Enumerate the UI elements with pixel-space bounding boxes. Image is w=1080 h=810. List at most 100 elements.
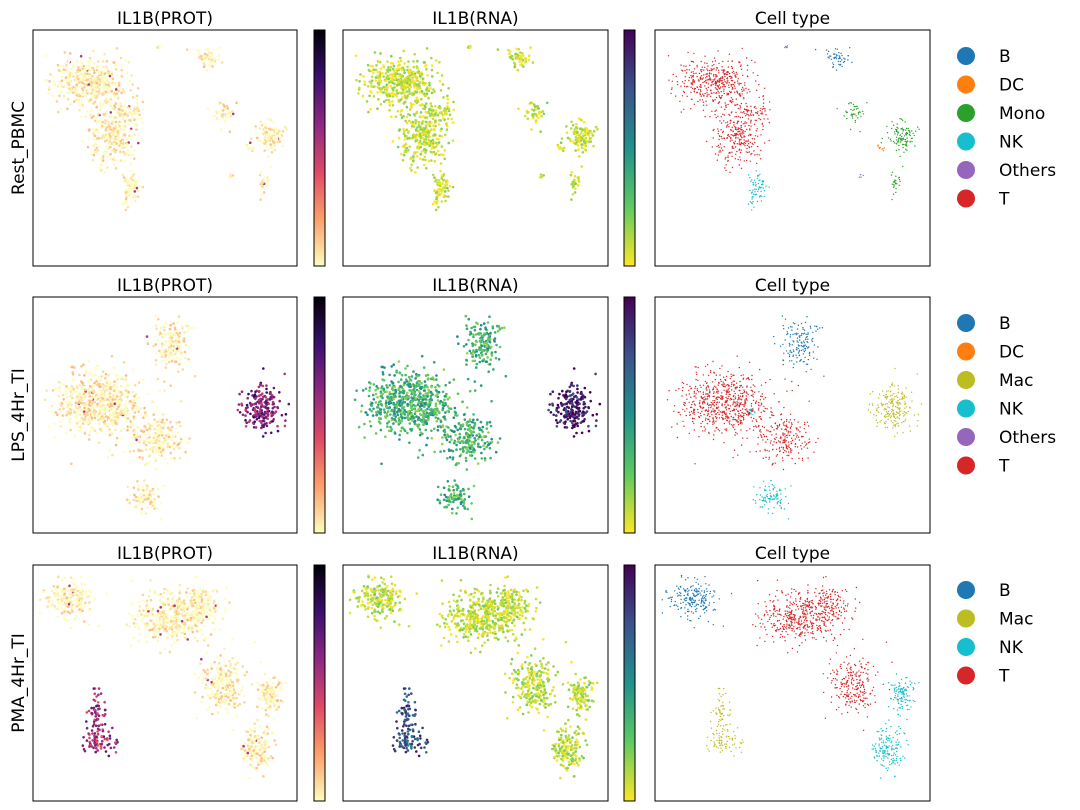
- point-t: [424, 151, 427, 154]
- point-t: [108, 74, 112, 78]
- point-t: [686, 69, 688, 71]
- point-b: [465, 324, 468, 327]
- point-t: [730, 97, 733, 99]
- point-t: [90, 397, 93, 401]
- point-t: [108, 103, 111, 107]
- point-t: [698, 88, 700, 91]
- point-b: [161, 335, 165, 339]
- point-t: [89, 59, 93, 63]
- point-t: [405, 105, 409, 109]
- point-t: [387, 77, 390, 81]
- point-t: [712, 137, 714, 139]
- point-t: [99, 104, 103, 108]
- point-t: [110, 420, 114, 424]
- point-mono: [892, 193, 895, 195]
- point-t: [756, 135, 759, 137]
- point-nk: [149, 501, 152, 504]
- point-b: [839, 57, 841, 59]
- point-t: [105, 381, 108, 385]
- point-t: [725, 156, 727, 159]
- point-mono: [862, 113, 865, 115]
- point-t: [465, 363, 468, 366]
- point-t: [736, 73, 738, 75]
- point-t: [87, 136, 91, 140]
- point-t: [750, 120, 752, 122]
- point-nk: [130, 190, 133, 193]
- point-t: [102, 403, 105, 407]
- point-b: [163, 328, 166, 332]
- point-t: [420, 132, 424, 136]
- point-t: [69, 87, 73, 90]
- point-t: [158, 454, 162, 457]
- point-t: [98, 145, 101, 148]
- point-t: [444, 411, 447, 414]
- point-t: [743, 139, 745, 141]
- point-t: [413, 75, 417, 78]
- point-t: [704, 66, 706, 69]
- point-t: [446, 101, 450, 105]
- point-t: [767, 118, 769, 120]
- point-t: [101, 60, 105, 63]
- point-t: [450, 117, 454, 121]
- point-b: [154, 314, 157, 318]
- point-t: [713, 57, 716, 59]
- point-t: [54, 411, 58, 414]
- point-t: [84, 115, 88, 118]
- panel-lps-4hr-ti-il1b-rna: [342, 296, 609, 534]
- point-b: [177, 315, 181, 319]
- point-t: [380, 462, 383, 466]
- point-t: [115, 436, 119, 440]
- point-t: [730, 134, 732, 136]
- point-mac: [254, 426, 258, 429]
- point-t: [72, 64, 75, 67]
- point-t: [387, 66, 390, 69]
- point-t: [736, 121, 739, 124]
- point-mono: [259, 120, 263, 124]
- point-mac: [237, 403, 241, 406]
- point-t: [691, 82, 694, 84]
- point-t: [104, 377, 107, 380]
- point-t: [178, 446, 181, 450]
- point-t: [752, 72, 754, 74]
- point-mono: [886, 132, 889, 134]
- point-nk: [756, 177, 758, 180]
- point-b: [484, 332, 488, 336]
- point-t: [90, 68, 94, 72]
- point-t: [733, 147, 735, 149]
- point-mono: [545, 101, 549, 105]
- point-t: [740, 167, 743, 169]
- point-mono: [582, 120, 586, 124]
- point-t: [723, 85, 725, 87]
- point-mono: [264, 133, 268, 137]
- point-t: [105, 388, 108, 392]
- point-t: [95, 105, 98, 109]
- point-mono: [577, 178, 580, 181]
- point-t: [699, 69, 702, 71]
- point-t: [155, 438, 158, 442]
- point-nk: [752, 200, 754, 203]
- point-t: [667, 55, 670, 57]
- point-t: [416, 146, 419, 150]
- point-t: [717, 115, 719, 118]
- point-mac: [283, 372, 287, 376]
- point-t: [719, 149, 721, 152]
- point-b: [156, 377, 160, 381]
- point-t: [716, 89, 719, 91]
- point-t: [448, 113, 452, 117]
- point-t: [385, 89, 389, 93]
- point-t: [139, 438, 143, 441]
- point-t: [438, 111, 442, 115]
- point-t: [112, 148, 116, 152]
- point-mono: [846, 111, 849, 114]
- point-t: [729, 119, 732, 122]
- point-b: [500, 326, 504, 330]
- point-mac: [261, 414, 264, 418]
- point-t: [746, 113, 748, 115]
- point-t: [720, 135, 723, 138]
- point-b: [170, 334, 174, 338]
- point-t: [135, 105, 139, 108]
- point-t: [710, 68, 712, 70]
- point-mono: [901, 135, 903, 138]
- point-t: [132, 449, 136, 453]
- point-t: [146, 440, 149, 444]
